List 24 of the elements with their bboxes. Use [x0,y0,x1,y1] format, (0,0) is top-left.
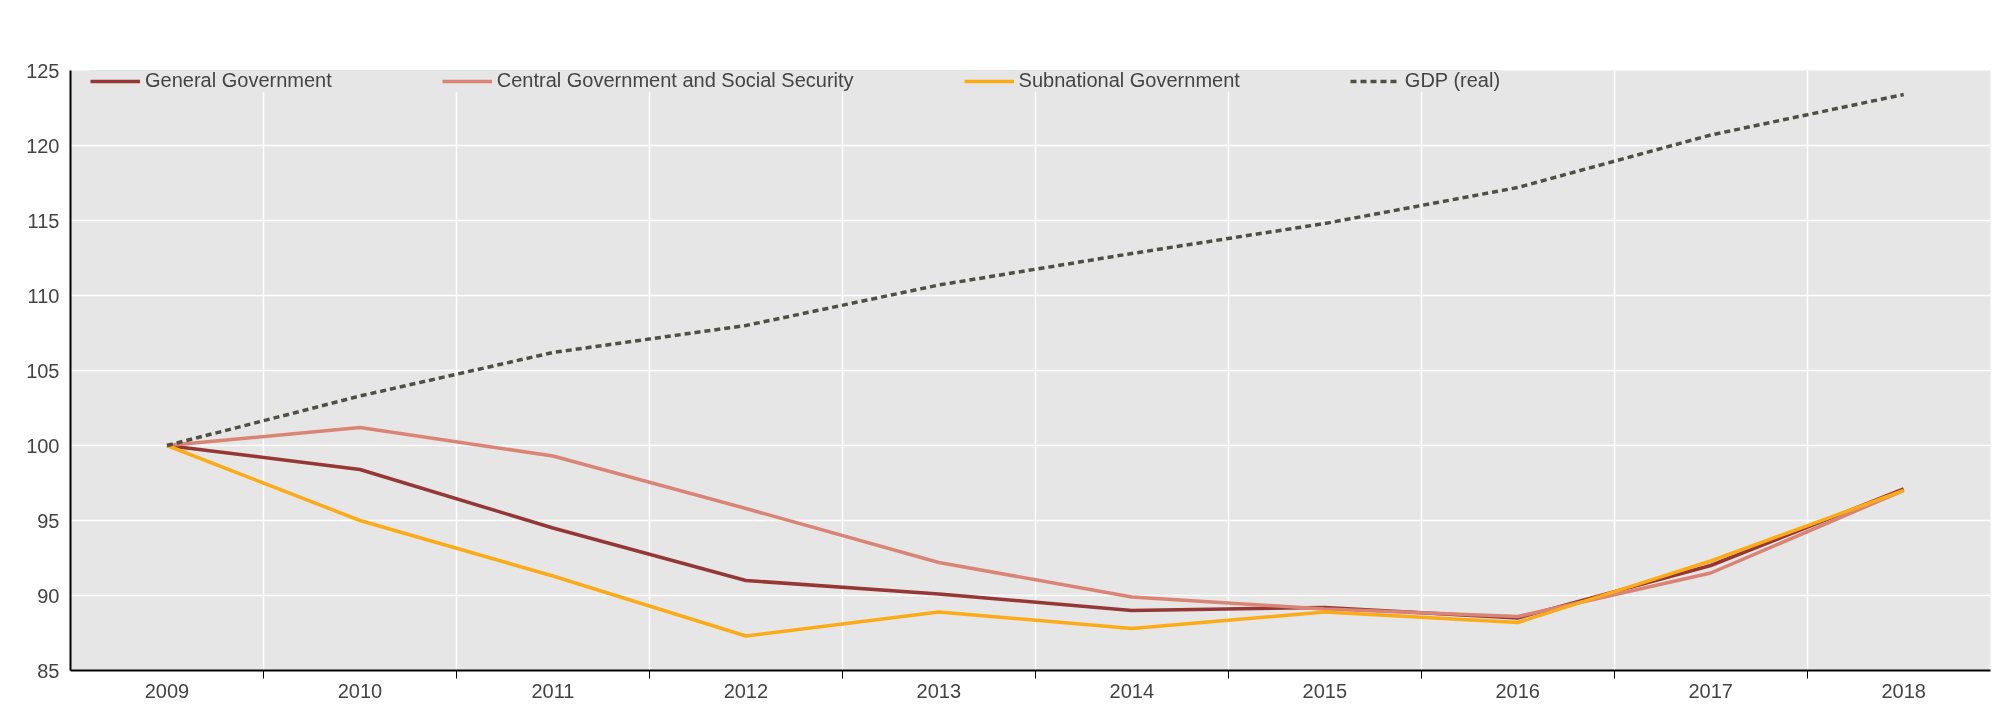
y-tick-label: 115 [27,209,60,232]
y-tick-label: 85 [37,659,60,682]
y-tick-label: 125 [26,59,60,82]
x-tick-label: 2011 [531,679,575,702]
x-tick-label: 2014 [1109,679,1155,702]
x-tick-label: 2018 [1881,679,1926,702]
x-tick-label: 2013 [916,679,962,702]
x-tick-label: 2010 [337,679,383,702]
x-tick-label: 2015 [1302,679,1348,702]
x-tick-label: 2016 [1495,679,1540,702]
y-tick-label: 95 [37,509,60,532]
y-tick-label: 120 [26,134,60,157]
x-tick-label: 2017 [1688,679,1733,702]
legend-label: Central Government and Social Security [496,69,854,92]
x-tick-label: 2012 [723,679,769,702]
y-tick-label: 105 [26,359,60,382]
legend-label: General Government [145,69,332,92]
legend-label: GDP (real) [1404,69,1501,92]
x-tick-label: 2009 [144,679,190,702]
legend-label: Subnational Government [1018,69,1240,92]
y-tick-label: 90 [37,584,60,607]
y-tick-label: 100 [26,434,60,457]
line-series [165,92,1906,448]
y-tick-label: 110 [27,284,60,307]
